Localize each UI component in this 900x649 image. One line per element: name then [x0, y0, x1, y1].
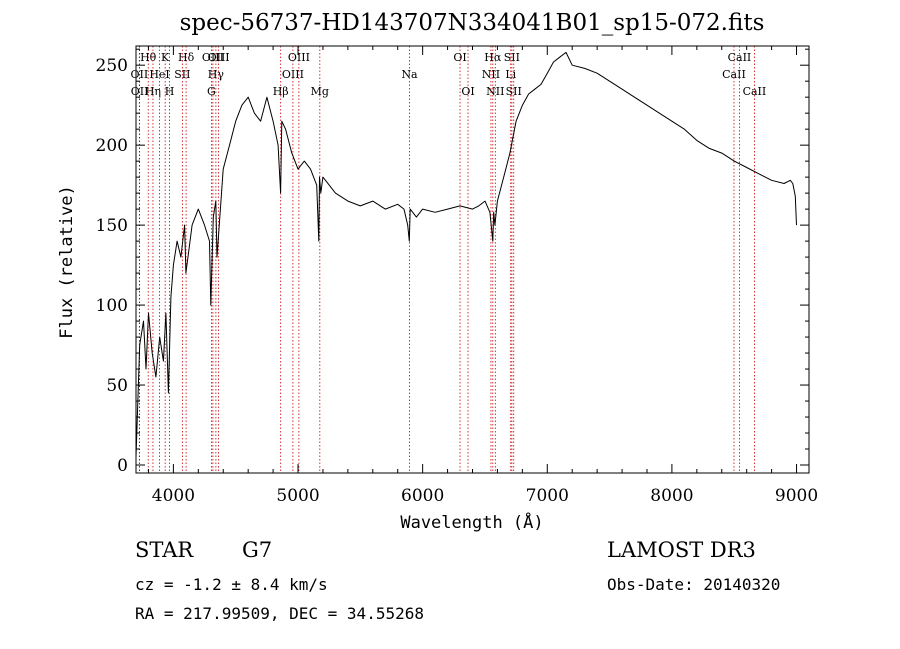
- marker-label-21: Hα: [484, 51, 502, 64]
- x-tick-label-4: 8000: [650, 486, 693, 506]
- marker-label-13: Hβ: [273, 85, 289, 98]
- marker-label-14: OIII: [282, 68, 304, 81]
- chart-title: spec-56737-HD143707N334041B01_sp15-072.f…: [180, 10, 765, 36]
- marker-label-27: CaII: [728, 51, 752, 64]
- observation-date: Obs-Date: 20140320: [607, 575, 781, 594]
- marker-label-22: NII: [486, 85, 504, 98]
- series-line-flux: [135, 51, 797, 458]
- marker-label-5: K: [161, 51, 170, 64]
- marker-label-23: Li: [505, 68, 516, 81]
- object-subclass: G7: [242, 538, 273, 562]
- y-tick-label-1: 50: [106, 376, 128, 396]
- axes: 4000 5000 6000 7000 8000 9000 0 50 100 150 200 250: [96, 46, 818, 506]
- x-tick-label-3: 7000: [526, 486, 569, 506]
- marker-label-2: Hθ: [140, 51, 157, 64]
- marker-label-28: CaII: [743, 85, 767, 98]
- marker-label-17: Na: [401, 68, 418, 81]
- marker-label-1: OII: [131, 85, 149, 98]
- marker-label-19: OI: [461, 85, 474, 98]
- marker-label-16: Mg: [311, 85, 329, 98]
- marker-label-11: Hγ: [208, 68, 225, 81]
- marker-label-25: SII: [506, 85, 522, 98]
- marker-label-12: OIII: [208, 51, 230, 64]
- marker-label-9: G: [207, 85, 216, 98]
- y-tick-label-5: 250: [96, 56, 128, 76]
- series-layer: [135, 51, 797, 458]
- marker-label-18: OI: [453, 51, 466, 64]
- x-axis-label: Wavelength (Å): [400, 511, 543, 533]
- x-tick-label-5: 9000: [775, 486, 818, 506]
- x-tick-label-0: 4000: [152, 486, 195, 506]
- x-tick-label-1: 5000: [276, 486, 319, 506]
- marker-label-24: SII: [504, 51, 520, 64]
- marker-label-8: Hδ: [178, 51, 195, 64]
- marker-label-7: SII: [174, 68, 190, 81]
- y-tick-label-4: 200: [96, 136, 128, 156]
- line-markers: OIIOIIHθHηHeIKHSIIHδGOIIIHγOIIIHβOIIIOII…: [131, 46, 767, 473]
- y-tick-label-0: 0: [117, 456, 128, 476]
- x-tick-label-2: 6000: [401, 486, 444, 506]
- survey-name: LAMOST DR3: [607, 538, 756, 562]
- y-axis-label: Flux (relative): [57, 185, 77, 339]
- y-tick-label-3: 150: [96, 216, 128, 236]
- object-class: STAR: [135, 538, 194, 562]
- coordinates: RA = 217.99509, DEC = 34.55268: [135, 604, 424, 623]
- marker-label-26: CaII: [722, 68, 746, 81]
- marker-label-15: OIII: [288, 51, 310, 64]
- marker-label-4: HeI: [149, 68, 169, 81]
- y-tick-label-2: 100: [96, 296, 128, 316]
- plot-frame: [135, 45, 810, 474]
- redshift-cz: cz = -1.2 ± 8.4 km/s: [135, 575, 328, 594]
- marker-label-20: NII: [482, 68, 500, 81]
- marker-label-3: Hη: [145, 85, 161, 98]
- marker-label-6: H: [165, 85, 175, 98]
